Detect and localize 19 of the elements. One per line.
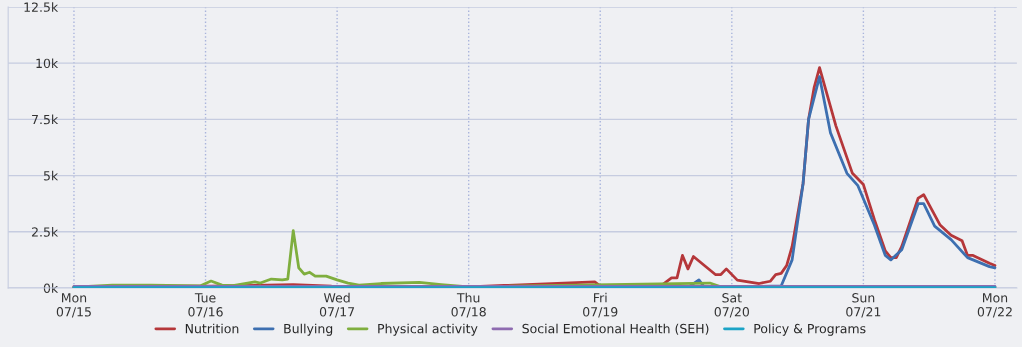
legend-label: Bullying bbox=[284, 323, 333, 336]
legend-label: Social Emotional Health (SEH) bbox=[522, 323, 709, 335]
y-tick-label: 5k bbox=[43, 170, 59, 181]
x-tick-label: Sat 07/20 bbox=[714, 293, 749, 318]
y-tick-label: 0k bbox=[43, 283, 59, 293]
x-tick-label: Fri 07/19 bbox=[583, 292, 618, 318]
legend-label: Nutrition bbox=[185, 323, 239, 334]
x-tick-label: Mon 07/15 bbox=[56, 293, 91, 318]
y-tick-label: 7.5k bbox=[32, 114, 59, 125]
x-tick-label: Thu 07/18 bbox=[451, 292, 486, 318]
x-tick-label: Tue 07/16 bbox=[188, 293, 223, 318]
x-tick-label: Sun 07/21 bbox=[846, 293, 881, 318]
legend-label: Policy & Programs bbox=[754, 323, 866, 336]
legend-label: Physical activity bbox=[378, 323, 478, 336]
y-tick-label: 12.5k bbox=[24, 2, 59, 12]
x-tick-label: Mon 07/22 bbox=[977, 293, 1012, 318]
y-tick-label: 10k bbox=[36, 58, 59, 69]
x-tick-label: Wed 07/17 bbox=[319, 292, 355, 318]
y-tick-label: 2.5k bbox=[31, 227, 59, 237]
